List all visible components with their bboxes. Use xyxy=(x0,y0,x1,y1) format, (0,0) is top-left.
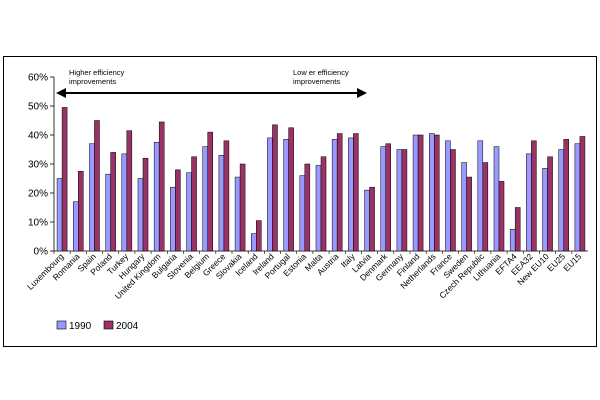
bar-1990-belgium xyxy=(202,146,208,252)
bar-chart: 0% 10% 20% 30% 40% 50% 60% LuxembourgRomaniaSp… xyxy=(25,68,588,332)
bar-2004-sweden xyxy=(466,176,472,252)
bar-1990-iceland xyxy=(251,233,257,252)
bar-1990-ireland xyxy=(267,137,273,252)
bar-1990-efta4 xyxy=(509,229,516,252)
bar-1990-netherlands xyxy=(429,133,435,252)
annotation-higher-line2: improvements xyxy=(69,77,116,86)
bar-1990-eea32 xyxy=(526,153,532,252)
bar-2004-iceland xyxy=(256,220,262,252)
bar-2004-greece xyxy=(223,140,230,252)
bar-2004-bulgaria xyxy=(175,169,181,252)
bar-2004-efta4 xyxy=(514,207,521,252)
bar-2004-germany xyxy=(401,149,408,252)
legend: 1990 2004 xyxy=(56,320,139,332)
legend-swatch-2004 xyxy=(103,320,114,330)
bar-2004-romania xyxy=(78,171,84,252)
bar-1990-france xyxy=(445,140,451,252)
bar-2004-slovenia xyxy=(191,156,197,252)
annotation-lower-line2: improvements xyxy=(293,77,340,86)
bar-1990-eu25 xyxy=(558,149,564,252)
bar-2004-poland xyxy=(110,152,116,252)
bar-2004-denmark xyxy=(385,143,391,252)
bar-2004-spain xyxy=(94,120,100,252)
bar-group xyxy=(56,107,586,252)
bar-2004-latvia xyxy=(369,186,375,252)
bar-2004-eea32 xyxy=(531,140,537,252)
bar-2004-portugal xyxy=(288,127,294,252)
bar-2004-eu15 xyxy=(579,136,586,252)
bar-1990-germany xyxy=(396,149,403,252)
x-axis-labels: LuxembourgRomaniaSpainPolandTurkeyHungar… xyxy=(25,251,584,301)
bar-1990-czech-republic xyxy=(477,140,484,252)
bar-1990-finland xyxy=(412,134,419,252)
bar-2004-turkey xyxy=(126,130,133,252)
bar-1990-slovakia xyxy=(234,176,241,252)
y-tick-label: 10% xyxy=(28,218,48,229)
legend-label-1990: 1990 xyxy=(69,321,92,332)
bar-2004-netherlands xyxy=(434,134,440,252)
bar-1990-estonia xyxy=(299,175,306,252)
legend-label-2004: 2004 xyxy=(116,321,139,332)
bar-1990-slovenia xyxy=(186,172,192,252)
y-tick-label: 50% xyxy=(28,102,48,113)
bar-1990-lithuania xyxy=(493,146,500,252)
bar-1990-romania xyxy=(73,201,79,252)
bar-1990-portugal xyxy=(283,139,289,252)
bar-2004-malta xyxy=(320,156,327,252)
bar-1990-austria xyxy=(331,139,338,252)
y-tick-label: 20% xyxy=(28,189,48,200)
bar-2004-united-kingdom xyxy=(158,121,165,252)
bar-2004-new-eu10 xyxy=(547,156,553,252)
efficiency-arrow xyxy=(56,88,367,98)
bar-2004-estonia xyxy=(304,163,311,252)
legend-swatch-1990 xyxy=(56,320,67,330)
bar-1990-greece xyxy=(218,155,225,252)
bar-1990-latvia xyxy=(364,189,370,252)
bar-2004-hungary xyxy=(142,157,149,252)
bar-1990-malta xyxy=(315,165,322,252)
bar-1990-hungary xyxy=(137,178,144,252)
bar-1990-united-kingdom xyxy=(153,142,160,252)
bar-1990-sweden xyxy=(461,162,467,252)
bar-2004-finland xyxy=(417,134,424,252)
bar-1990-italy xyxy=(348,137,354,252)
bar-2004-eu25 xyxy=(563,139,569,252)
bar-2004-luxembourg xyxy=(61,107,68,252)
bar-1990-new-eu10 xyxy=(542,168,548,252)
bar-1990-turkey xyxy=(121,153,128,252)
bar-1990-luxembourg xyxy=(56,178,63,252)
bar-1990-eu15 xyxy=(574,143,581,252)
bar-1990-denmark xyxy=(380,146,386,252)
bar-2004-italy xyxy=(353,133,359,252)
y-tick-label: 30% xyxy=(28,160,48,171)
y-tick-label: 60% xyxy=(28,73,48,84)
bar-2004-austria xyxy=(336,133,343,252)
y-tick-label: 0% xyxy=(34,247,49,258)
bar-2004-lithuania xyxy=(498,181,505,252)
bar-1990-poland xyxy=(105,173,111,252)
bar-2004-france xyxy=(450,149,456,252)
annotation-lower-line1: Low er efficiency xyxy=(293,68,349,77)
bar-2004-belgium xyxy=(207,131,213,252)
bar-1990-spain xyxy=(89,143,95,252)
bar-2004-czech-republic xyxy=(482,162,489,252)
chart-frame: 0% 10% 20% 30% 40% 50% 60% Luxembourg Romania Sp… xyxy=(3,56,597,347)
y-tick-label: 40% xyxy=(28,131,48,142)
bar-2004-ireland xyxy=(272,124,278,252)
x-tick-label: EU15 xyxy=(561,251,583,273)
annotation-higher-line1: Higher efficiency xyxy=(69,68,125,77)
bar-2004-slovakia xyxy=(239,163,246,252)
bar-1990-bulgaria xyxy=(170,186,176,252)
